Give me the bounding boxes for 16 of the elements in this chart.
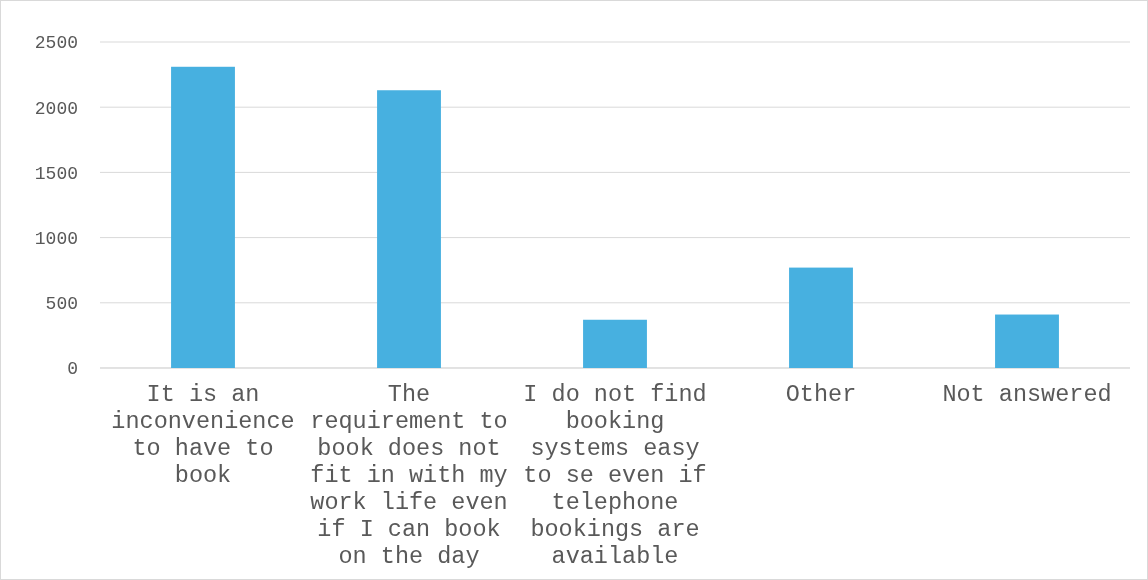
- y-tick-label: 2500: [34, 33, 78, 54]
- x-tick-label: Other: [785, 381, 857, 408]
- bar: [789, 267, 853, 368]
- x-tick-label: Not answered: [942, 381, 1112, 408]
- x-tick-label: It is an inconvenience to have to book: [111, 381, 295, 489]
- bar: [995, 314, 1059, 368]
- x-tick-label: I do not find booking systems easy to se even if telephone bookings are available: [523, 381, 707, 570]
- y-tick-label: 1000: [34, 228, 78, 249]
- bar: [171, 66, 235, 368]
- bar: [583, 319, 647, 368]
- y-tick-label: 1500: [34, 163, 78, 184]
- bar: [377, 90, 441, 368]
- y-tick-label: 0: [67, 359, 78, 380]
- x-tick-label: The requirement to book does not fit in with my work life even if I can book on the day: [310, 381, 508, 570]
- y-tick-label: 500: [45, 294, 78, 315]
- y-tick-label: 2000: [34, 98, 78, 119]
